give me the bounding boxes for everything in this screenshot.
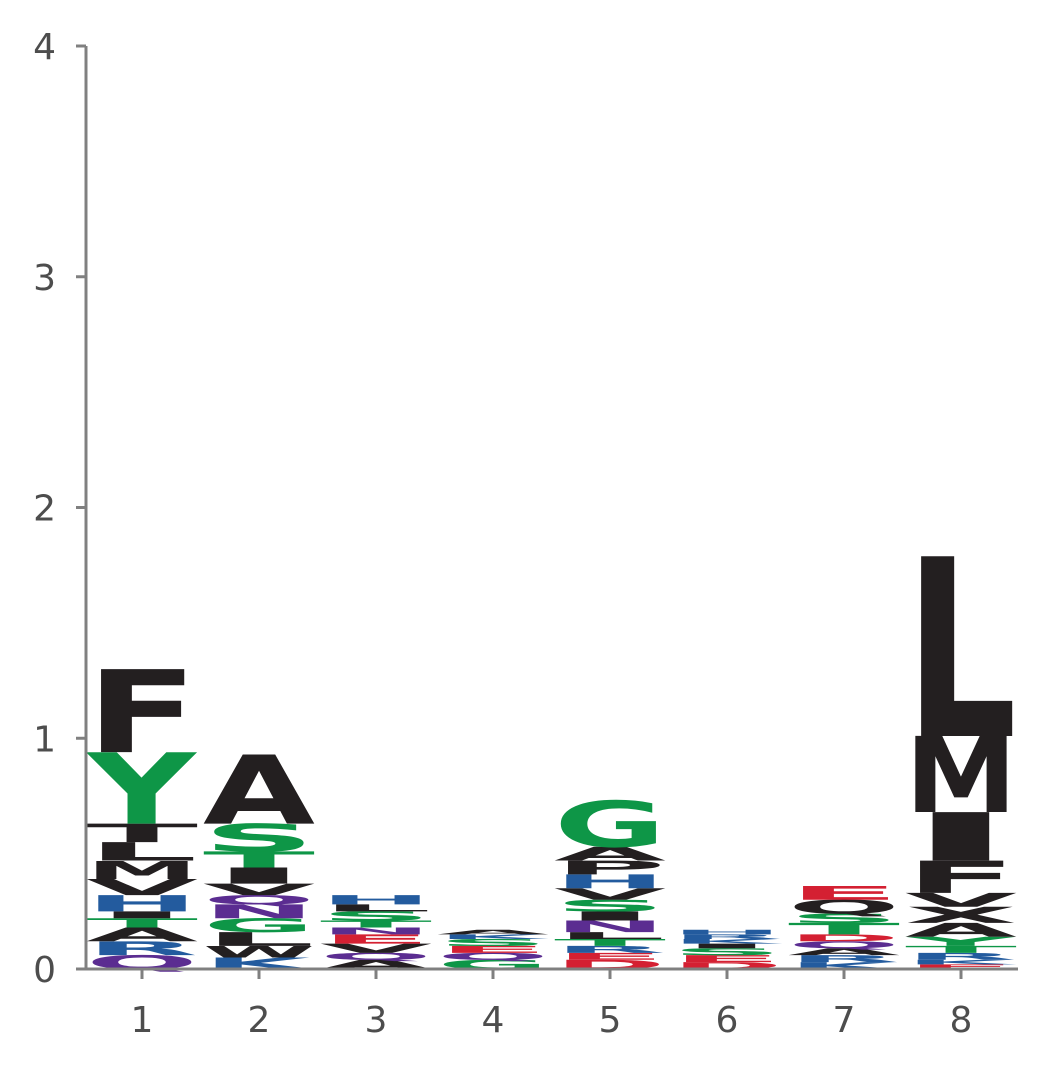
- logo-letter-pos4-a-5: A: [437, 929, 549, 936]
- logo-letter-pos1-i-4: I: [86, 909, 198, 920]
- logo-letter-pos7-k-0: K: [788, 960, 899, 971]
- logo-letter-pos4-k-4: K: [437, 933, 549, 940]
- logo-letter-pos4-s-3: S: [437, 937, 549, 948]
- x-tick-label-4: 4: [482, 1000, 505, 1041]
- logo-letter-pos5-v-8: V: [554, 885, 666, 903]
- logo-letter-pos4-e-2: E: [437, 944, 549, 955]
- logo-letter-pos5-a-11: A: [554, 843, 666, 865]
- logo-letter-pos2-l-2: L: [203, 928, 315, 950]
- logo-letter-pos2-n-4: N: [203, 901, 315, 923]
- logo-letter-pos5-p-10: P: [554, 857, 666, 879]
- logo-letter-pos7-d-4: D: [788, 932, 900, 943]
- logo-letter-pos2-q-5: Q: [203, 893, 315, 908]
- logo-letter-pos7-a-2: A: [788, 946, 900, 957]
- logo-letter-pos5-t-3: T: [554, 937, 666, 948]
- y-tick-label-3: 3: [33, 258, 56, 299]
- x-tick-label-8: 8: [950, 1000, 973, 1041]
- logo-letter-pos5-r-2: R: [554, 944, 666, 955]
- logo-letter-pos5-i-6: I: [554, 909, 666, 924]
- logo-letter-pos1-h-5: H: [86, 891, 198, 917]
- logo-letter-pos8-v-7: V: [905, 889, 1017, 911]
- y-tick-label-4: 4: [33, 27, 56, 68]
- logo-letter-pos6-d-0: D: [671, 960, 783, 971]
- logo-letter-pos8-i-9: I: [905, 799, 1017, 876]
- logo-letter-pos8-y-4: Y: [904, 934, 1017, 949]
- logo-letter-pos3-l-7: L: [320, 903, 432, 914]
- x-tick-label-2: 2: [248, 1000, 271, 1041]
- logo-letter-pos5-l-4: L: [554, 930, 666, 941]
- x-tick-label-6: 6: [716, 1000, 739, 1041]
- logo-letter-pos1-a-2: A: [86, 924, 198, 946]
- logo-letter-pos3-e-3: E: [320, 932, 432, 947]
- letters-layer: QRATIHVMLTYFKWLGNQVITSAAQVENTSLHGQESKADE…: [85, 508, 1017, 974]
- logo-letter-pos7-q-3: Q: [788, 940, 900, 951]
- logo-letter-pos2-s-9: S: [203, 816, 315, 860]
- logo-letter-pos8-x-6: X: [905, 902, 1017, 928]
- logo-letter-pos1-r-1: R: [86, 938, 198, 960]
- logo-letter-pos2-t-8: T: [203, 847, 315, 873]
- logo-letter-pos3-h-8: H: [320, 893, 432, 908]
- logo-letter-pos1-m-7: M: [86, 856, 198, 885]
- logo-letter-pos2-i-7: I: [203, 863, 315, 889]
- x-tick-label-5: 5: [599, 1000, 622, 1041]
- x-tick-label-7: 7: [833, 1000, 856, 1041]
- logo-letter-pos6-e-1: E: [671, 953, 783, 964]
- axes-layer: 1 2 3 4 5 6 7 8 0 1 2 3 4: [33, 27, 1018, 1041]
- x-tick-label-1: 1: [131, 1000, 154, 1041]
- logo-letter-pos8-t-3: T: [905, 944, 1017, 955]
- logo-letter-pos1-l-8: L: [86, 837, 198, 867]
- logo-letter-pos7-t-5: T: [788, 920, 900, 938]
- logo-letter-pos5-s-7: S: [554, 897, 666, 915]
- logo-letter-pos5-g-12: G: [554, 788, 666, 862]
- logo-letter-pos1-t-3: T: [86, 916, 198, 931]
- logo-letter-pos8-k-1: K: [905, 959, 1017, 966]
- logo-letter-pos8-e-0: E: [905, 963, 1017, 970]
- logo-letter-pos3-t-5: T: [320, 919, 432, 930]
- logo-letter-pos4-q-1: Q: [437, 951, 549, 962]
- logo-letter-pos7-q-7: Q: [788, 896, 900, 918]
- y-tick-label-0: 0: [33, 950, 56, 991]
- logo-letter-pos1-t-9: T: [86, 819, 198, 848]
- logo-letter-pos2-w-1: W: [203, 943, 315, 961]
- logo-letter-pos2-a-10: A: [203, 735, 315, 846]
- logo-letter-pos3-n-4: N: [320, 926, 432, 937]
- logo-letter-pos1-y-10: Y: [85, 733, 197, 847]
- logo-letter-pos8-l-11: L: [905, 508, 1017, 795]
- logo-letter-pos8-f-8: F: [905, 852, 1017, 903]
- logo-letter-pos5-e-1: E: [554, 951, 666, 962]
- logo-letter-pos2-v-6: V: [203, 881, 315, 899]
- y-tick-label-2: 2: [33, 489, 56, 530]
- logo-letter-pos6-i-3: I: [671, 942, 783, 949]
- logo-letter-pos1-v-6: V: [86, 875, 198, 901]
- y-tick-label-1: 1: [33, 719, 56, 760]
- logo-letter-pos3-s-6: S: [320, 909, 432, 924]
- logo-letter-pos7-e-8: E: [788, 882, 900, 904]
- logo-letter-pos2-g-3: G: [203, 915, 315, 937]
- logo-letter-pos6-r-5: R: [671, 933, 783, 940]
- logo-letter-pos3-q-1: Q: [320, 951, 432, 962]
- x-tick-label-3: 3: [365, 1000, 388, 1041]
- logo-letter-pos6-h-6: H: [671, 929, 783, 936]
- logo-letter-pos6-s-2: S: [671, 946, 783, 957]
- logo-letter-pos5-h-9: H: [554, 871, 666, 893]
- logo-letter-pos1-f-11: F: [86, 647, 198, 779]
- logo-letter-pos5-n-5: N: [554, 918, 666, 936]
- logo-letter-pos7-r-1: R: [788, 953, 900, 964]
- logo-letter-pos8-a-5: A: [905, 919, 1017, 941]
- logo-letter-pos8-r-2: R: [905, 951, 1017, 962]
- logo-letter-pos6-k-4: K: [671, 938, 783, 945]
- logo-letter-pos3-v-2: V: [320, 941, 432, 956]
- logo-letter-pos8-m-10: M: [905, 715, 1017, 837]
- logo-letter-pos7-s-6: S: [788, 911, 900, 926]
